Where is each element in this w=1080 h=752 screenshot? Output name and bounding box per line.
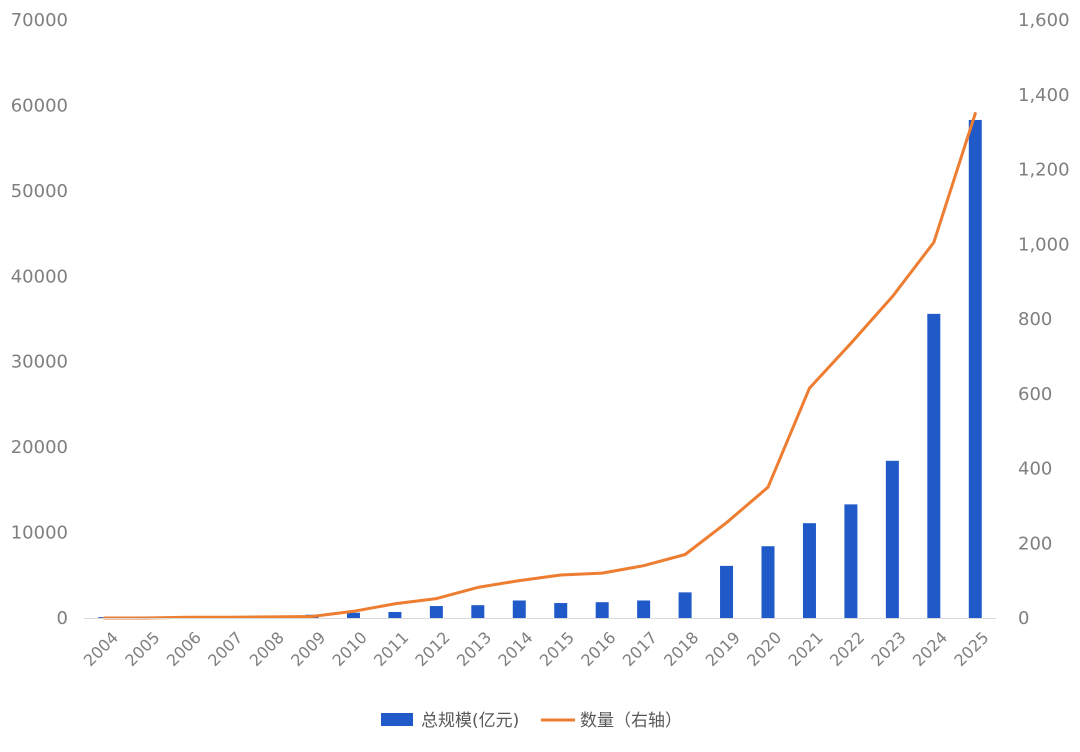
x-tick-label: 2024: [909, 628, 951, 670]
x-tick-label: 2017: [619, 628, 661, 670]
bar: [678, 592, 692, 618]
legend-line-label: 数量（右轴）: [580, 711, 682, 731]
x-axis: 2004 2005 2006 2007 2008 2009 2010 2011 2012 2013…: [80, 618, 996, 670]
right-tick-label: 600: [1018, 384, 1052, 405]
x-tick-label: 2016: [577, 628, 619, 670]
left-tick-label: 40000: [11, 266, 68, 287]
bar: [388, 612, 402, 618]
left-tick-label: 50000: [11, 181, 68, 202]
bar: [844, 504, 858, 618]
right-tick-label: 0: [1018, 608, 1029, 629]
left-tick-label: 20000: [11, 437, 68, 458]
line-series: [103, 111, 977, 620]
x-tick-label: 2015: [536, 628, 578, 670]
right-tick-label: 1,400: [1018, 85, 1070, 106]
bar: [761, 546, 775, 618]
right-tick-label: 200: [1018, 533, 1052, 554]
x-tick-label: 2008: [246, 628, 288, 670]
bar: [720, 565, 734, 618]
x-tick-label: 2025: [950, 628, 992, 670]
x-tick-label: 2019: [702, 628, 744, 670]
x-tick-label: 2006: [163, 628, 205, 670]
x-tick-label: 2013: [453, 628, 495, 670]
x-tick-label: 2020: [743, 628, 785, 670]
bar: [802, 523, 816, 618]
bar: [595, 602, 609, 618]
left-tick-label: 70000: [11, 10, 68, 31]
right-tick-label: 1,200: [1018, 160, 1070, 181]
left-tick-label: 60000: [11, 95, 68, 116]
bar: [471, 605, 485, 618]
x-tick-label: 2014: [494, 628, 536, 670]
left-tick-label: 30000: [11, 352, 68, 373]
x-tick-label: 2018: [660, 628, 702, 670]
right-tick-label: 1,600: [1018, 10, 1070, 31]
bar: [637, 600, 651, 618]
bar: [346, 612, 360, 618]
right-tick-label: 1,000: [1018, 234, 1070, 255]
x-tick-label: 2007: [204, 628, 246, 670]
legend: 总规模(亿元) 数量（右轴）: [381, 711, 682, 731]
left-tick-label: 10000: [11, 523, 68, 544]
bar-series: [98, 119, 982, 619]
x-tick-label: 2021: [785, 628, 827, 670]
x-tick-label: 2009: [287, 628, 329, 670]
series-line: [103, 111, 977, 620]
x-tick-label: 2012: [411, 628, 453, 670]
left-tick-label: 0: [57, 608, 68, 629]
left-axis: 0 10000 20000 30000 40000 50000 60000 70000: [11, 10, 68, 629]
bar: [968, 119, 982, 619]
bar: [512, 600, 526, 618]
legend-bar-label: 总规模(亿元): [421, 711, 519, 731]
bar: [554, 603, 568, 618]
x-tick-label: 2022: [826, 628, 868, 670]
bar: [429, 606, 443, 618]
bar: [927, 313, 941, 618]
right-axis: 0 200 400 600 800 1,000 1,200 1,400 1,600: [1018, 10, 1070, 629]
x-tick-label: 2005: [121, 628, 163, 670]
x-tick-label: 2011: [370, 628, 412, 670]
right-tick-label: 400: [1018, 459, 1052, 480]
x-tick-label: 2010: [329, 628, 371, 670]
x-tick-label: 2004: [80, 628, 122, 670]
x-tick-label: 2023: [867, 628, 909, 670]
right-tick-label: 800: [1018, 309, 1052, 330]
legend-bar-swatch: [381, 713, 413, 726]
bar: [885, 460, 899, 618]
